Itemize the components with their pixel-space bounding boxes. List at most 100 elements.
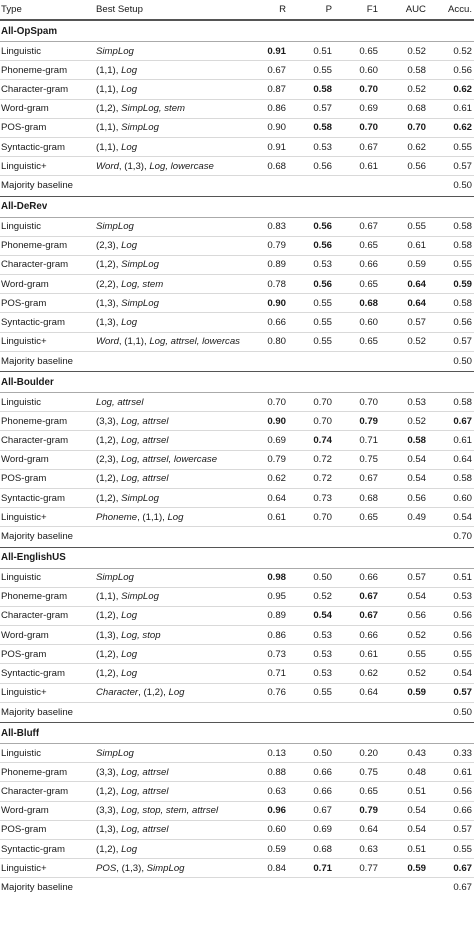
results-table: Type Best Setup R P F1 AUC Accu. All-OpS… — [0, 4, 474, 897]
cell-auc: 0.52 — [407, 45, 426, 57]
setup-segment: Log — [121, 64, 138, 76]
cell-auc: 0.52 — [407, 83, 426, 95]
cell-auc: 0.68 — [407, 103, 426, 115]
setup-segment: (3,3), — [96, 415, 122, 427]
cell-accuracy: 0.55 — [453, 648, 472, 660]
cell-f1: 0.67 — [359, 473, 378, 485]
cell-best-setup: (1,1), SimpLog — [96, 591, 240, 602]
setup-segment: (1,2), — [96, 103, 122, 115]
cell-p: 0.56 — [313, 221, 332, 233]
cell-accuracy: 0.67 — [453, 862, 472, 874]
cell-best-setup: (1,1), Log — [96, 84, 240, 95]
cell-type: Majority baseline — [1, 180, 73, 192]
setup-segment: Log, lowercase — [149, 160, 214, 172]
setup-segment: (1,2), — [96, 434, 122, 446]
cell-f1: 0.69 — [359, 103, 378, 115]
cell-auc: 0.54 — [407, 805, 426, 817]
cell-accuracy: 0.59 — [453, 278, 472, 290]
cell-best-setup: (1,3), Log — [96, 317, 240, 328]
cell-p: 0.55 — [313, 687, 332, 699]
table-row: Linguistic SimpLog 0.91 0.51 0.65 0.52 0.52 — [0, 42, 474, 62]
cell-accuracy: 0.55 — [453, 259, 472, 271]
cell-auc: 0.59 — [407, 862, 426, 874]
cell-r: 0.87 — [267, 83, 286, 95]
cell-f1: 0.64 — [359, 824, 378, 836]
cell-r: 0.59 — [267, 843, 286, 855]
cell-f1: 0.79 — [359, 415, 378, 427]
cell-auc: 0.52 — [407, 629, 426, 641]
cell-p: 0.72 — [313, 454, 332, 466]
cell-best-setup: (1,2), Log — [96, 649, 240, 660]
cell-type: Syntactic-gram — [1, 843, 65, 855]
group-header: All-Bluff — [0, 722, 474, 744]
cell-accuracy: 0.51 — [453, 572, 472, 584]
cell-best-setup: (1,2), Log — [96, 668, 240, 679]
cell-best-setup: (1,3), SimpLog — [96, 298, 240, 309]
cell-r: 0.86 — [267, 629, 286, 641]
cell-p: 0.50 — [313, 747, 332, 759]
cell-r: 0.90 — [267, 297, 286, 309]
setup-segment: Log — [121, 668, 138, 680]
cell-f1: 0.75 — [359, 766, 378, 778]
cell-auc: 0.70 — [407, 122, 426, 134]
setup-segment: Log — [121, 317, 138, 329]
cell-auc: 0.61 — [407, 240, 426, 252]
cell-r: 0.69 — [267, 434, 286, 446]
cell-accuracy: 0.56 — [453, 785, 472, 797]
cell-p: 0.58 — [313, 122, 332, 134]
cell-f1: 0.67 — [359, 221, 378, 233]
table-row: Character-gram (1,1), Log 0.87 0.58 0.70 0.52… — [0, 80, 474, 100]
cell-auc: 0.57 — [407, 317, 426, 329]
cell-r: 0.89 — [267, 610, 286, 622]
cell-best-setup: (1,1), SimpLog — [96, 122, 240, 133]
cell-r: 0.73 — [267, 648, 286, 660]
cell-type: Phoneme-gram — [1, 766, 68, 778]
header-p: P — [325, 4, 332, 15]
group-title: All-OpSpam — [1, 25, 58, 37]
cell-r: 0.79 — [267, 240, 286, 252]
setup-segment: Log — [167, 511, 184, 523]
cell-type: Linguistic — [1, 221, 41, 233]
cell-accuracy: 0.56 — [453, 629, 472, 641]
setup-segment: Log, attrsel — [121, 473, 169, 485]
table-row: Linguistic SimpLog 0.13 0.50 0.20 0.43 0.33 — [0, 744, 474, 764]
cell-r: 0.78 — [267, 278, 286, 290]
table-row: Majority baseline 0.67 — [0, 878, 474, 897]
cell-type: Majority baseline — [1, 531, 73, 543]
cell-r: 0.76 — [267, 687, 286, 699]
cell-type: POS-gram — [1, 473, 47, 485]
cell-f1: 0.67 — [359, 141, 378, 153]
cell-f1: 0.64 — [359, 687, 378, 699]
setup-segment: Log, attrsel, lowercase — [149, 336, 240, 348]
cell-best-setup: SimpLog — [96, 572, 240, 583]
setup-segment: Log, attrsel — [96, 396, 144, 408]
header-best-setup: Best Setup — [96, 4, 143, 15]
cell-accuracy: 0.50 — [453, 706, 472, 718]
cell-accuracy: 0.53 — [453, 591, 472, 603]
setup-segment: (1,3), — [96, 317, 122, 329]
cell-best-setup: (2,3), Log — [96, 240, 240, 251]
setup-segment: (1,1), — [96, 591, 122, 603]
cell-auc: 0.59 — [407, 687, 426, 699]
cell-r: 0.61 — [267, 511, 286, 523]
cell-auc: 0.59 — [407, 259, 426, 271]
cell-p: 0.74 — [313, 434, 332, 446]
cell-r: 0.64 — [267, 492, 286, 504]
cell-auc: 0.58 — [407, 64, 426, 76]
cell-p: 0.57 — [313, 103, 332, 115]
cell-f1: 0.66 — [359, 629, 378, 641]
cell-type: Linguistic — [1, 747, 41, 759]
cell-type: Linguistic+ — [1, 687, 47, 699]
setup-segment: Log — [121, 648, 138, 660]
setup-segment: Log, attrsel, lowercase — [121, 454, 218, 466]
cell-type: Character-gram — [1, 83, 69, 95]
cell-accuracy: 0.67 — [453, 415, 472, 427]
cell-best-setup: Log, attrsel — [96, 397, 240, 408]
setup-segment: Log — [121, 240, 138, 252]
cell-r: 0.80 — [267, 336, 286, 348]
cell-auc: 0.52 — [407, 668, 426, 680]
cell-f1: 0.71 — [359, 434, 378, 446]
cell-f1: 0.66 — [359, 572, 378, 584]
cell-best-setup: (1,2), Log, attrsel — [96, 473, 240, 484]
cell-r: 0.89 — [267, 259, 286, 271]
